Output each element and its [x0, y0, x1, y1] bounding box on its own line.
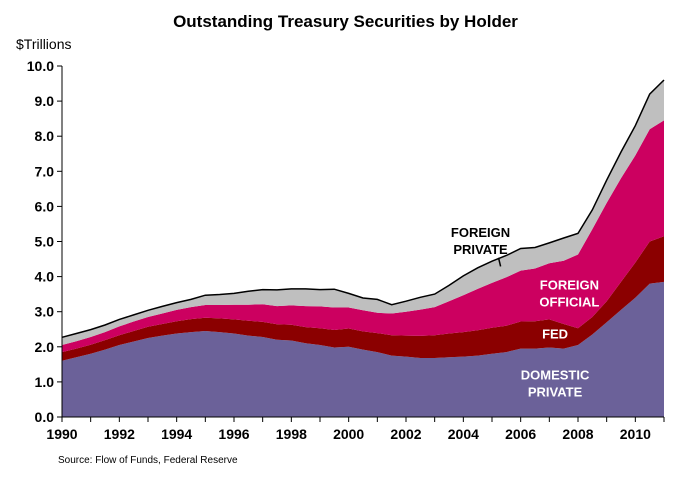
y-tick-label: 8.0	[35, 128, 55, 144]
foreign-private-pointer	[497, 257, 502, 267]
x-tick-label: 1990	[46, 426, 77, 442]
x-tick-label: 2006	[505, 426, 536, 442]
series-label-fed: FED	[542, 326, 568, 341]
x-tick-label: 1992	[104, 426, 135, 442]
area-domestic-private	[62, 281, 664, 417]
series-label-domestic-private: DOMESTIC PRIVATE	[521, 367, 590, 399]
chart-title: Outstanding Treasury Securities by Holde…	[173, 12, 518, 31]
y-tick-label: 10.0	[27, 58, 54, 74]
area-fed	[62, 236, 664, 361]
series-labels: DOMESTIC PRIVATE FED FOREIGN OFFICIAL FOREIGN…	[451, 225, 600, 399]
x-tick-label: 2000	[333, 426, 364, 442]
y-axis-unit-label: $Trillions	[16, 36, 72, 52]
x-tick-label: 2008	[562, 426, 593, 442]
x-tick-label: 1998	[276, 426, 307, 442]
y-tick-label: 6.0	[35, 198, 55, 214]
y-tick-label: 5.0	[35, 234, 55, 250]
area-foreign-official	[62, 120, 664, 353]
y-tick-label: 3.0	[35, 304, 55, 320]
y-tick-label: 4.0	[35, 269, 55, 285]
x-tick-label: 1994	[161, 426, 192, 442]
series-label-foreign-private: FOREIGN PRIVATE	[451, 225, 510, 257]
source-note: Source: Flow of Funds, Federal Reserve	[58, 455, 238, 466]
x-tick-label: 2002	[390, 426, 421, 442]
y-tick-label: 1.0	[35, 374, 55, 390]
y-tick-label: 9.0	[35, 93, 55, 109]
x-tick-label: 2004	[448, 426, 479, 442]
x-tick-label: 1996	[218, 426, 249, 442]
x-tick-label: 2010	[620, 426, 651, 442]
y-tick-label: 0.0	[35, 409, 55, 425]
series-label-foreign-official: FOREIGN OFFICIAL	[539, 277, 599, 309]
y-tick-label: 7.0	[35, 163, 55, 179]
y-tick-label: 2.0	[35, 339, 55, 355]
chart-axes: 0.0 1.0 2.0 3.0 4.0 5.0 6.0 7.0 8.0 9.0 10.0 1990 19…	[27, 58, 665, 442]
series-areas	[61, 79, 665, 417]
total-outline	[61, 79, 665, 339]
